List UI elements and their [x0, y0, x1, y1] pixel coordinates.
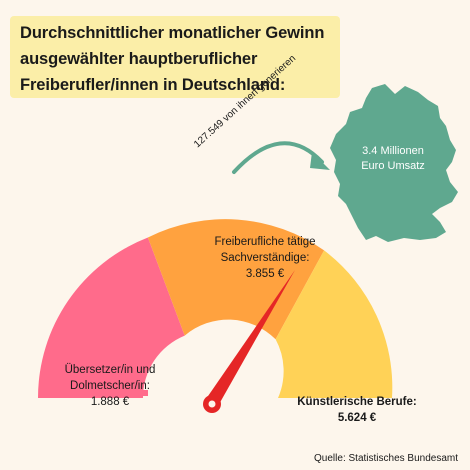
gauge-pivot-inner: [208, 400, 216, 408]
curved-arrow: [232, 141, 324, 174]
gauge-segment-kuenstlerisch: [275, 250, 393, 398]
title-line-2: ausgewählter hauptberuflicher: [20, 50, 258, 68]
arrow-head-icon: [310, 152, 330, 170]
label-kuenstlerisch: Künstlerische Berufe: 5.624 €: [292, 394, 422, 426]
gauge-segment-uebersetzer: [37, 237, 185, 398]
title-line-3: Freiberufler/innen in Deutschland:: [20, 76, 286, 94]
label-uebersetzer-line1: Übersetzer/in und: [64, 364, 156, 376]
label-kuenstlerisch-value: 5.624 €: [337, 412, 377, 424]
gauge-segment-sachverstaendige: [147, 219, 325, 340]
germany-text-line2: Euro Umsatz: [361, 160, 425, 172]
germany-text-line1: 3.4 Millionen: [362, 145, 424, 157]
germany-map: [330, 84, 458, 242]
title-line-1: Durchschnittlicher monatlicher Gewinn: [20, 24, 325, 42]
label-sachverstaendige-value: 3.855 €: [245, 268, 285, 280]
label-sachverstaendige-line1: Freiberufliche tätige: [214, 236, 316, 248]
label-highlight-mark: [62, 388, 86, 393]
label-uebersetzer-value: 1.888 €: [90, 396, 130, 408]
label-kuenstlerisch-line1: Künstlerische Berufe:: [297, 396, 417, 408]
label-highlight-mark: [130, 390, 148, 396]
label-sachverstaendige: Freiberufliche tätige Sachverständige: 3…: [200, 234, 330, 282]
gauge-needle: [206, 270, 295, 406]
title-box: [10, 16, 340, 98]
germany-text: 3.4 Millionen Euro Umsatz: [343, 144, 443, 174]
label-sachverstaendige-line2: Sachverständige:: [220, 252, 310, 264]
source-text: Quelle: Statistisches Bundesamt: [314, 453, 458, 464]
label-uebersetzer-line2: Dolmetscher/in:: [70, 380, 150, 392]
label-uebersetzer: Übersetzer/in und Dolmetscher/in: 1.888 …: [50, 362, 170, 410]
